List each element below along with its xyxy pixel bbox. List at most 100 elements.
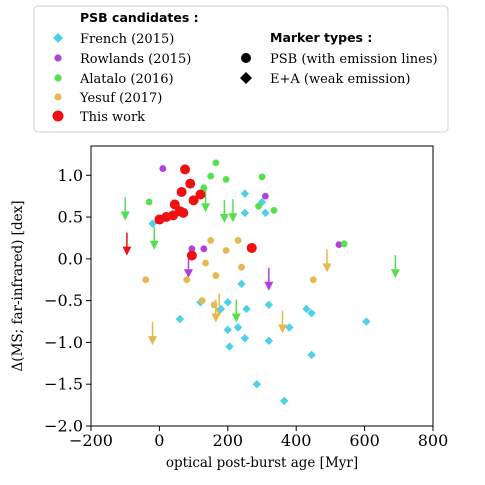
data-point-circle bbox=[207, 237, 215, 244]
data-point-circle bbox=[142, 276, 150, 284]
legend-marker-alatalo bbox=[54, 74, 62, 82]
data-point-diamond bbox=[225, 342, 234, 351]
y-tick-label: −1.0 bbox=[44, 333, 83, 352]
upper-limit-arrowhead bbox=[120, 211, 130, 221]
data-point-circle bbox=[234, 237, 242, 244]
data-point-circle bbox=[258, 173, 266, 181]
legend-frame bbox=[33, 5, 449, 133]
data-point-circle bbox=[202, 259, 209, 267]
upper-limit-arrowhead bbox=[122, 246, 132, 256]
x-axis: −200 0 200 400 600 800 bbox=[69, 426, 448, 450]
legend-label-this-work: This work bbox=[80, 110, 145, 125]
legend: PSB candidates : Marker types : French (… bbox=[33, 5, 449, 133]
legend-marker-rowlands bbox=[54, 54, 62, 62]
data-point-diamond bbox=[261, 208, 270, 218]
legend-label-rowlands: Rowlands (2015) bbox=[80, 52, 191, 67]
data-point-circle bbox=[198, 297, 206, 305]
upper-limit-arrowhead bbox=[219, 214, 229, 224]
y-tick-label: 0.0 bbox=[58, 249, 83, 268]
legend-marker-french bbox=[53, 33, 63, 43]
data-point-this-work bbox=[178, 207, 189, 218]
data-point-diamond bbox=[242, 304, 251, 314]
legend-marker-yesuf bbox=[54, 93, 62, 101]
data-point-circle bbox=[309, 276, 317, 284]
legend-label-ea: E+A (weak emission) bbox=[270, 72, 411, 87]
y-tick-label: −2.0 bbox=[44, 417, 83, 436]
data-point-diamond bbox=[307, 308, 316, 318]
data-point-diamond bbox=[264, 300, 274, 310]
data-points bbox=[142, 159, 371, 406]
y-tick-label: −0.5 bbox=[44, 291, 83, 310]
upper-limit-arrowhead bbox=[278, 324, 288, 334]
upper-limit-arrows bbox=[120, 189, 400, 346]
data-point-circle bbox=[238, 263, 245, 271]
data-point-diamond bbox=[223, 325, 232, 335]
data-point-this-work bbox=[186, 250, 197, 261]
data-point-circle bbox=[222, 176, 230, 183]
data-point-circle bbox=[207, 172, 215, 180]
x-tick-label: 0 bbox=[154, 431, 164, 450]
data-point-circle bbox=[159, 165, 167, 172]
data-point-diamond bbox=[302, 304, 311, 314]
legend-group-title: PSB candidates : bbox=[80, 10, 199, 25]
data-point-circle bbox=[212, 159, 220, 167]
data-point-diamond bbox=[237, 279, 246, 289]
data-point-diamond bbox=[216, 304, 226, 314]
data-point-circle bbox=[222, 247, 230, 254]
data-point-circle bbox=[270, 206, 278, 214]
data-point-diamond bbox=[285, 323, 294, 332]
legend-marker-title: Marker types : bbox=[270, 30, 372, 45]
plot-frame bbox=[90, 145, 434, 427]
data-point-circle bbox=[200, 245, 208, 253]
data-point-this-work bbox=[180, 164, 191, 175]
data-point-diamond bbox=[240, 208, 250, 218]
y-tick-label: 1.0 bbox=[58, 166, 83, 185]
upper-limit-arrowhead bbox=[201, 203, 211, 213]
upper-limit-arrowhead bbox=[211, 313, 221, 323]
data-point-this-work bbox=[195, 189, 206, 200]
data-point-this-work bbox=[176, 186, 187, 197]
data-point-diamond bbox=[252, 380, 262, 389]
data-point-circle bbox=[188, 245, 196, 253]
data-point-diamond bbox=[257, 197, 267, 207]
upper-limit-arrowhead bbox=[390, 269, 400, 279]
data-point-circle bbox=[262, 192, 269, 200]
upper-limit-arrowhead bbox=[148, 336, 158, 346]
legend-marker-this-work bbox=[52, 110, 64, 122]
data-point-diamond bbox=[307, 350, 316, 360]
x-tick-label: 200 bbox=[213, 431, 244, 450]
data-point-diamond bbox=[362, 317, 371, 326]
data-point-circle bbox=[200, 184, 208, 192]
data-point-this-work bbox=[188, 195, 199, 206]
upper-limit-arrowhead bbox=[149, 240, 159, 250]
upper-limit-arrowhead bbox=[183, 269, 193, 279]
y-tick-label: −1.5 bbox=[44, 375, 83, 394]
y-axis-title: Δ(MS; far-infrared) [dex] bbox=[10, 201, 26, 372]
data-point-diamond bbox=[240, 189, 250, 198]
x-tick-label: 400 bbox=[281, 431, 312, 450]
data-point-circle bbox=[340, 240, 348, 248]
data-point-diamond bbox=[280, 396, 289, 406]
legend-marker-psb bbox=[241, 53, 251, 63]
data-point-this-work bbox=[185, 178, 196, 189]
data-point-diamond bbox=[233, 323, 243, 332]
data-point-this-work bbox=[246, 242, 257, 253]
data-point-diamond bbox=[240, 334, 250, 343]
x-tick-label: 800 bbox=[418, 431, 449, 450]
data-point-diamond bbox=[175, 314, 185, 324]
x-axis-title: optical post-burst age [Myr] bbox=[166, 455, 358, 471]
upper-limit-arrowhead bbox=[228, 213, 238, 223]
upper-limit-arrowhead bbox=[231, 313, 241, 323]
legend-marker-ea bbox=[240, 72, 252, 84]
data-point-diamond bbox=[223, 298, 232, 307]
legend-label-psb: PSB (with emission lines) bbox=[270, 52, 438, 67]
legend-label-yesuf: Yesuf (2017) bbox=[79, 91, 162, 106]
legend-label-french: French (2015) bbox=[80, 32, 174, 47]
data-point-diamond bbox=[264, 336, 274, 345]
x-tick-label: 600 bbox=[349, 431, 380, 450]
data-point-circle bbox=[335, 241, 343, 249]
data-point-diamond bbox=[148, 219, 157, 228]
y-axis: 1.0 0.5 0.0 −0.5 −1.0 −1.5 −2.0 bbox=[44, 166, 91, 436]
data-point-circle bbox=[255, 202, 262, 210]
